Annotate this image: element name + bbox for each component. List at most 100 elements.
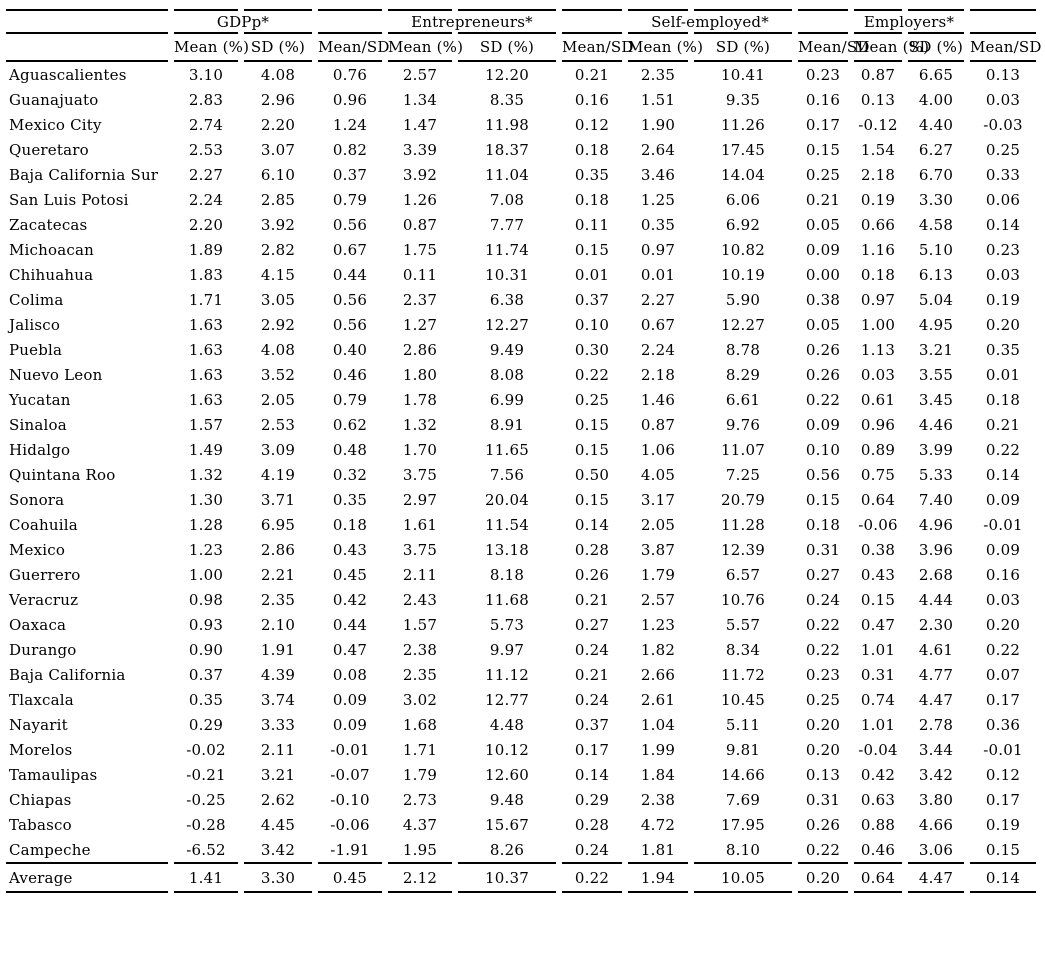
value-cell: 0.17 xyxy=(985,790,1021,809)
table-row: Mexico City 2.74 2.20 1.24 1.47 11.98 0.12 1.90… xyxy=(6,112,1036,137)
value-cell: 0.56 xyxy=(332,315,368,334)
table-body: Aguascalientes 3.10 4.08 0.76 2.57 12.20 0.21 2… xyxy=(6,62,1036,862)
value-cell: 0.27 xyxy=(574,615,610,634)
state-cell: Colima xyxy=(9,290,64,309)
value-cell: 0.89 xyxy=(860,440,896,459)
state-cell: Nayarit xyxy=(9,715,68,734)
value-cell: 2.24 xyxy=(188,190,224,209)
value-cell: -0.07 xyxy=(330,765,370,784)
value-cell: 20.04 xyxy=(485,490,529,509)
subheader-mean: Mean (%) xyxy=(628,34,703,62)
state-cell: Coahuila xyxy=(9,515,78,534)
value-cell: 0.88 xyxy=(860,815,896,834)
value-cell: 0.64 xyxy=(860,490,896,509)
value-cell: 0.36 xyxy=(985,715,1021,734)
value-cell: 8.26 xyxy=(489,840,525,859)
value-cell: 2.57 xyxy=(640,590,676,609)
value-cell: 1.47 xyxy=(402,115,438,134)
value-cell: 17.45 xyxy=(721,140,765,159)
value-cell: 0.21 xyxy=(574,665,610,684)
value-cell: 0.29 xyxy=(188,715,224,734)
state-cell: Guerrero xyxy=(9,565,81,584)
value-cell: 0.23 xyxy=(805,665,841,684)
table-row: Jalisco 1.63 2.92 0.56 1.27 12.27 0.10 0.67 12.2… xyxy=(6,312,1036,337)
value-cell: 3.71 xyxy=(260,490,296,509)
state-cell: Hidalgo xyxy=(9,440,71,459)
value-cell: 2.20 xyxy=(188,215,224,234)
value-cell: 0.22 xyxy=(574,365,610,384)
value-cell: 4.39 xyxy=(260,665,296,684)
value-cell: 2.18 xyxy=(860,165,896,184)
value-cell: 5.73 xyxy=(489,615,525,634)
value-cell: 6.13 xyxy=(918,265,954,284)
value-cell: 1.16 xyxy=(860,240,896,259)
value-cell: 11.98 xyxy=(485,115,529,134)
group-header-employers: Employers* xyxy=(863,12,955,31)
value-cell: 14.04 xyxy=(721,165,765,184)
value-cell: 1.32 xyxy=(402,415,438,434)
state-cell: San Luis Potosi xyxy=(9,190,129,209)
value-cell: 0.06 xyxy=(985,190,1021,209)
value-cell: -0.04 xyxy=(858,740,898,759)
value-cell: 0.22 xyxy=(985,440,1021,459)
value-cell: -0.06 xyxy=(858,515,898,534)
value-cell: 0.44 xyxy=(332,615,368,634)
value-cell: 0.01 xyxy=(985,365,1021,384)
table-row: Tabasco -0.28 4.45 -0.06 4.37 15.67 0.28 4.72 17… xyxy=(6,812,1036,837)
value-cell: 0.35 xyxy=(574,165,610,184)
value-cell: 3.92 xyxy=(260,215,296,234)
value-cell: 0.50 xyxy=(574,465,610,484)
value-cell: 4.45 xyxy=(260,815,296,834)
value-cell: 20.79 xyxy=(721,490,765,509)
value-cell: 2.68 xyxy=(918,565,954,584)
value-cell: 0.18 xyxy=(805,515,841,534)
state-cell: Tamaulipas xyxy=(9,765,98,784)
state-statistics-table: GDPp* Entrepreneurs* Self-employed* Empl… xyxy=(0,9,1042,893)
table-row: Guanajuato 2.83 2.96 0.96 1.34 8.35 0.16 1.51 9.… xyxy=(6,87,1036,112)
state-cell: Durango xyxy=(9,640,77,659)
table-row: Chiapas -0.25 2.62 -0.10 2.73 9.48 0.29 2.38 7.6… xyxy=(6,787,1036,812)
value-cell: 0.21 xyxy=(985,415,1021,434)
value-cell: 5.90 xyxy=(725,290,761,309)
value-cell: 0.07 xyxy=(985,665,1021,684)
state-cell: Baja California Sur xyxy=(9,165,159,184)
value-cell: 12.27 xyxy=(721,315,765,334)
value-cell: 0.22 xyxy=(562,862,622,893)
value-cell: 0.25 xyxy=(805,690,841,709)
value-cell: 0.09 xyxy=(985,540,1021,559)
value-cell: 2.35 xyxy=(260,590,296,609)
value-cell: -0.12 xyxy=(858,115,898,134)
table-row: San Luis Potosi 2.24 2.85 0.79 1.26 7.08 0.18 1… xyxy=(6,187,1036,212)
value-cell: 0.30 xyxy=(574,340,610,359)
value-cell: 0.31 xyxy=(805,790,841,809)
group-header-spacer xyxy=(970,11,1036,32)
value-cell: 3.21 xyxy=(260,765,296,784)
value-cell: 1.54 xyxy=(860,140,896,159)
value-cell: 2.57 xyxy=(402,65,438,84)
value-cell: 0.14 xyxy=(970,862,1036,893)
value-cell: 0.15 xyxy=(574,490,610,509)
value-cell: 0.48 xyxy=(332,440,368,459)
value-cell: 0.79 xyxy=(332,390,368,409)
value-cell: 0.79 xyxy=(332,190,368,209)
value-cell: 0.82 xyxy=(332,140,368,159)
value-cell: 1.06 xyxy=(640,440,676,459)
value-cell: 7.08 xyxy=(489,190,525,209)
value-cell: 0.23 xyxy=(805,65,841,84)
value-cell: 0.20 xyxy=(798,862,848,893)
value-cell: 0.75 xyxy=(860,465,896,484)
value-cell: 1.00 xyxy=(188,565,224,584)
value-cell: 1.79 xyxy=(402,765,438,784)
value-cell: 0.25 xyxy=(805,165,841,184)
value-cell: 3.02 xyxy=(402,690,438,709)
value-cell: 2.37 xyxy=(402,290,438,309)
value-cell: 0.87 xyxy=(402,215,438,234)
value-cell: 0.44 xyxy=(332,265,368,284)
table-row: Nayarit 0.29 3.33 0.09 1.68 4.48 0.37 1.04 5.11 0… xyxy=(6,712,1036,737)
state-cell: Nuevo Leon xyxy=(9,365,103,384)
value-cell: -0.25 xyxy=(186,790,226,809)
value-cell: 1.94 xyxy=(628,862,688,893)
value-cell: 2.20 xyxy=(260,115,296,134)
state-cell: Aguascalientes xyxy=(9,65,127,84)
value-cell: 0.40 xyxy=(332,340,368,359)
